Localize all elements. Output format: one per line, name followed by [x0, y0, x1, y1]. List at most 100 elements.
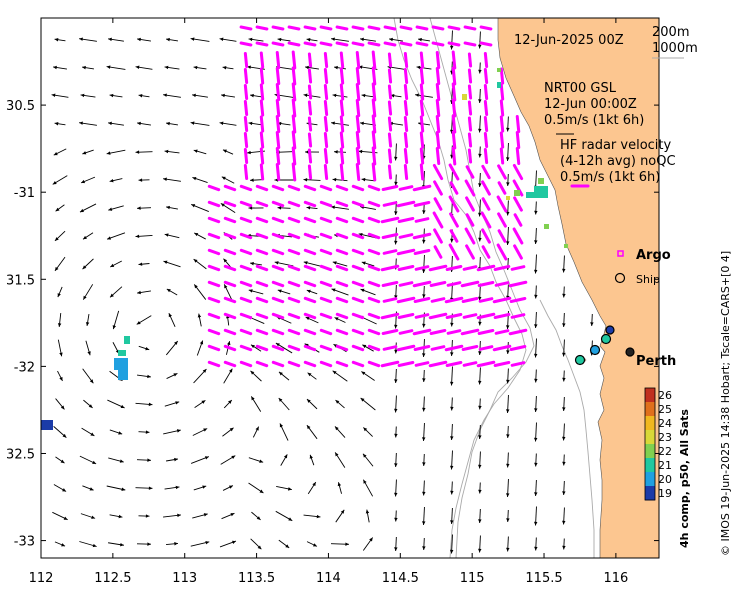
radar-vector [449, 229, 459, 243]
radar-vector [303, 248, 317, 256]
model-vector-head [108, 121, 112, 126]
model-vector-head [79, 37, 83, 41]
model-vector-head [360, 37, 364, 42]
radar-vector [287, 264, 301, 272]
radar-vector [207, 216, 221, 224]
model-vector-head [334, 317, 339, 321]
model-vector-head [87, 351, 91, 356]
radar-vector [243, 132, 249, 148]
radar-vector [483, 68, 489, 84]
radar-vector [303, 280, 317, 288]
model-vector-head [145, 430, 150, 434]
model-vector-head [422, 407, 426, 412]
radar-vector [412, 232, 432, 240]
radar-vector [481, 164, 491, 180]
model-vector-head [63, 516, 68, 520]
radar-vector [335, 328, 349, 336]
radar-vector [319, 200, 333, 208]
radar-vector [351, 232, 365, 240]
model-vector-head [274, 178, 279, 182]
radar-vector [259, 67, 265, 85]
model-vector-head [223, 258, 228, 263]
radar-vector [515, 115, 521, 133]
model-vector-head [53, 65, 57, 70]
model-vector-head [277, 289, 282, 293]
model-vector-head [250, 344, 255, 349]
radar-vector [355, 83, 361, 101]
radar-vector [291, 82, 297, 102]
radar-vector [243, 68, 249, 84]
x-tick-label: 113 [172, 571, 197, 586]
radar-vector [499, 115, 505, 133]
radar-vector [414, 217, 430, 223]
radar-vector [397, 216, 415, 224]
radar-vector [307, 164, 313, 180]
radar-vector [319, 184, 333, 192]
radar-vector [403, 116, 409, 132]
model-vector-head [228, 400, 232, 404]
radar-vector [497, 164, 507, 180]
model-vector-head [534, 546, 538, 551]
date-label: 12-Jun-2025 00Z [514, 33, 624, 48]
radar-vector [465, 244, 475, 260]
model-vector-head [369, 537, 373, 542]
model-vector-head [358, 149, 363, 154]
radar-vector [351, 344, 365, 352]
radar-vector [431, 41, 445, 47]
radar-vector [291, 66, 297, 86]
radar-vector [351, 264, 365, 272]
model-vector-head [205, 540, 210, 545]
model-vector-head [82, 265, 87, 270]
radar-vector [467, 100, 473, 116]
model-vector-head [82, 151, 87, 155]
radar-vector [355, 131, 361, 149]
radar-vector [339, 115, 345, 133]
radar-vector [271, 41, 285, 47]
model-vector-head [222, 149, 227, 153]
model-vector-head [135, 150, 140, 154]
radar-vector [207, 184, 221, 192]
y-axis: 30.5 -31 31.5 -32 32.5 -33 [6, 99, 659, 550]
model-vector-head [562, 545, 566, 550]
radar-vector [371, 98, 377, 118]
model-vector-head [250, 178, 254, 182]
model-vector-head [478, 489, 482, 494]
model-vector-head [82, 65, 86, 70]
radar-vector [398, 281, 414, 287]
radar-vector [396, 296, 416, 304]
radar-vector [483, 148, 489, 164]
radar-vector [239, 184, 253, 192]
model-vector-head [220, 203, 225, 207]
radar-vector [259, 51, 265, 69]
model-vector-head [145, 346, 150, 351]
radar-vector [287, 360, 301, 368]
radar-vector [239, 296, 253, 304]
radar-vector [303, 25, 317, 31]
radar-vector [403, 68, 409, 84]
model-vector-head [147, 374, 151, 379]
radar-vector [339, 131, 345, 149]
radar-vector [510, 313, 526, 319]
model-vector-head [478, 153, 482, 158]
radar-vector [433, 228, 443, 244]
model-vector-head [316, 514, 321, 519]
y-tick-label: 32.5 [6, 447, 35, 462]
radar-vector [509, 344, 527, 352]
radar-vector [461, 296, 479, 304]
radar-vector [287, 280, 301, 288]
radar-vector [271, 200, 285, 208]
radar-vector [419, 163, 425, 181]
model-vector-head [331, 121, 335, 125]
model-vector-head [193, 259, 198, 263]
model-vector-head [219, 37, 224, 41]
ship-label: Ship [636, 273, 660, 286]
radar-vector [319, 296, 333, 304]
model-vector-head [360, 398, 365, 402]
radar-vector [355, 67, 361, 85]
radar-vector [433, 180, 443, 196]
model-vector-head [361, 177, 366, 182]
radar-vector [223, 248, 237, 256]
radar-vector [339, 163, 345, 181]
radar-vector [445, 312, 463, 320]
colorbar-segment [645, 388, 655, 403]
